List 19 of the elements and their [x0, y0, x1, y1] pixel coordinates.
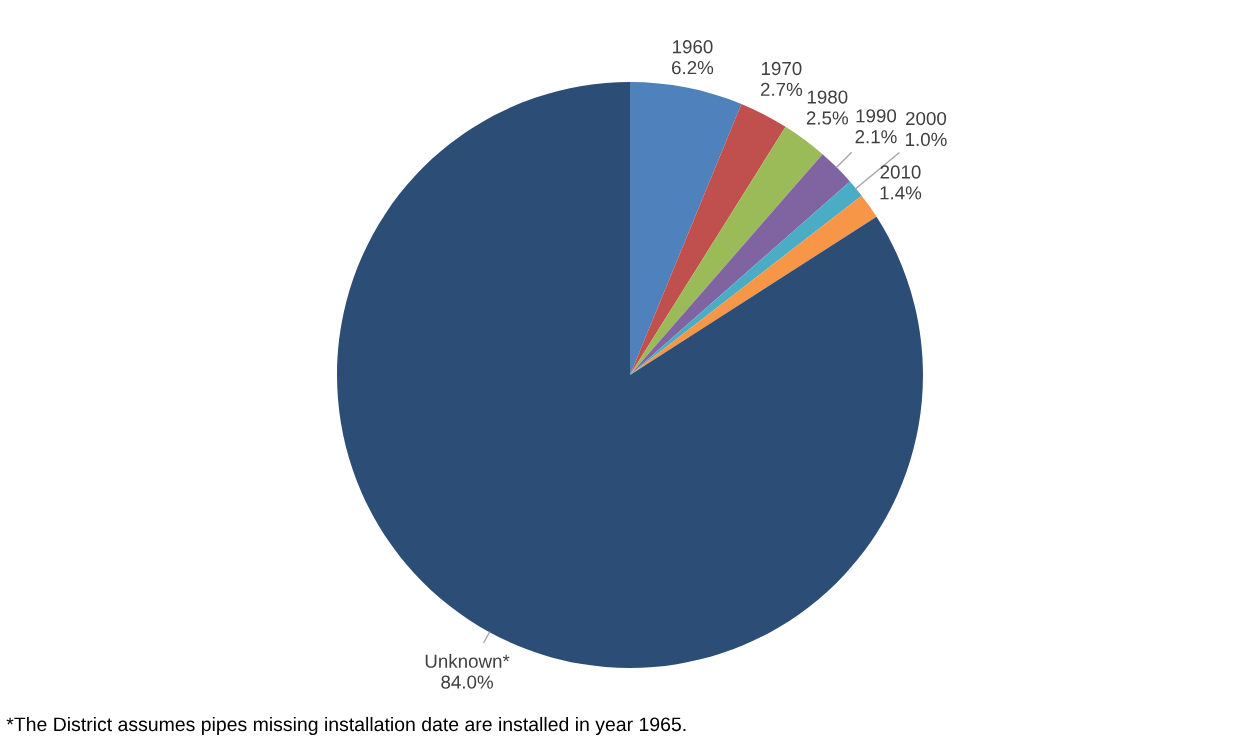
data-label: 2.1%	[855, 130, 897, 144]
data-label: 1.0%	[906, 132, 947, 147]
data-label: 84.0%	[441, 675, 493, 689]
pie-slice	[630, 126, 823, 375]
slice-label: 2000	[906, 111, 947, 126]
slice-label: 1970	[761, 61, 802, 76]
slice-label: Unknown*	[425, 654, 510, 668]
slice-label: 1960	[673, 40, 713, 54]
data-label: 1.4%	[880, 186, 922, 200]
pie-slice	[630, 104, 786, 375]
data-label: 2.5%	[806, 111, 848, 125]
slice-label: 1980	[807, 90, 848, 104]
text: *The District assumes pipes missing installation date are installed in year 1965.	[6, 716, 686, 736]
slice-label: 2010	[880, 165, 921, 179]
pie-slice	[630, 154, 850, 375]
pie-slice	[630, 82, 742, 375]
slice-label: 1990	[856, 109, 897, 123]
data-label: 2.7%	[760, 82, 803, 96]
data-label: 6.2%	[672, 61, 714, 75]
